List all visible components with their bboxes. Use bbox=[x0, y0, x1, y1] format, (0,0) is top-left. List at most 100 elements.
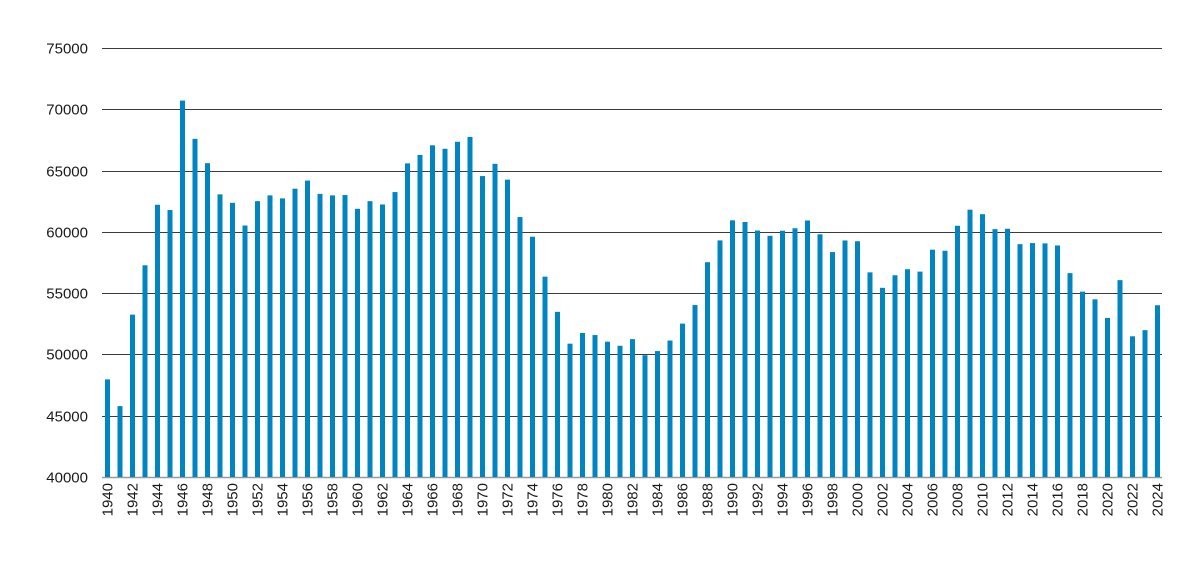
x-tick-label: 1952 bbox=[250, 483, 267, 516]
bar-1962 bbox=[380, 204, 385, 477]
x-tick-label: 2012 bbox=[1000, 483, 1017, 516]
bar-1964 bbox=[405, 163, 410, 477]
bar-1978 bbox=[580, 332, 585, 477]
x-tick-label: 1990 bbox=[725, 483, 742, 516]
bar-1961 bbox=[367, 201, 373, 477]
bar-1969 bbox=[467, 136, 473, 477]
x-tick-label: 1978 bbox=[575, 483, 592, 516]
y-tick-label: 55000 bbox=[46, 286, 88, 303]
x-tick-label: 2006 bbox=[925, 483, 942, 516]
bar-2018 bbox=[1080, 291, 1085, 477]
bar-1984 bbox=[655, 351, 660, 477]
x-tick-label: 1998 bbox=[825, 483, 842, 516]
bar-1968 bbox=[455, 141, 460, 477]
y-axis-ticks: 40000 45000 50000 55000 60000 65000 70000 75000 bbox=[46, 41, 88, 487]
bar-1967 bbox=[442, 148, 448, 477]
bar-2020 bbox=[1105, 317, 1110, 477]
bar-1981 bbox=[617, 345, 623, 477]
y-tick-label: 45000 bbox=[46, 409, 88, 426]
bar-1954 bbox=[280, 198, 285, 478]
bar-1994 bbox=[780, 230, 785, 477]
x-tick-label: 1982 bbox=[625, 483, 642, 516]
bar-1944 bbox=[155, 204, 160, 478]
x-tick-label: 1988 bbox=[700, 483, 717, 516]
bar-1953 bbox=[267, 195, 273, 477]
bar-1946 bbox=[180, 100, 185, 477]
bar-2009 bbox=[967, 209, 973, 477]
x-tick-label: 1966 bbox=[425, 483, 442, 516]
gridlines bbox=[102, 48, 1162, 479]
bar-2014 bbox=[1030, 243, 1035, 477]
bar-2016 bbox=[1055, 245, 1060, 477]
bar-1970 bbox=[480, 176, 485, 477]
bar-1972 bbox=[505, 179, 510, 477]
bar-2024 bbox=[1155, 305, 1160, 477]
bar-1950 bbox=[230, 202, 235, 478]
bar-1995 bbox=[792, 228, 798, 477]
x-tick-label: 1944 bbox=[150, 483, 167, 516]
bar-2008 bbox=[955, 225, 960, 477]
bar-2000 bbox=[855, 241, 860, 477]
bar-1941 bbox=[117, 406, 123, 477]
x-tick-label: 2014 bbox=[1025, 483, 1042, 516]
x-tick-label: 1986 bbox=[675, 483, 692, 516]
bar-1957 bbox=[317, 193, 323, 477]
x-tick-label: 1980 bbox=[600, 483, 617, 516]
bar-2006 bbox=[930, 249, 935, 477]
bar-1998 bbox=[830, 252, 835, 477]
bar-1971 bbox=[492, 163, 498, 477]
bar-2023 bbox=[1142, 330, 1148, 477]
x-tick-label: 1958 bbox=[325, 483, 342, 516]
x-tick-label: 1956 bbox=[300, 483, 317, 516]
bar-1996 bbox=[805, 220, 810, 478]
y-tick-label: 75000 bbox=[46, 41, 88, 58]
y-tick-label: 70000 bbox=[46, 102, 88, 119]
bar-2011 bbox=[992, 229, 998, 477]
x-tick-label: 2004 bbox=[900, 483, 917, 516]
bar-1940 bbox=[105, 379, 110, 477]
x-tick-label: 2000 bbox=[850, 483, 867, 516]
bar-1988 bbox=[705, 262, 710, 477]
bar-2022 bbox=[1130, 336, 1135, 477]
bar-2001 bbox=[867, 272, 873, 477]
bar-1945 bbox=[167, 210, 173, 477]
bar-1948 bbox=[205, 163, 210, 477]
bar-2007 bbox=[942, 250, 948, 477]
bar-1980 bbox=[605, 341, 610, 477]
bar-1989 bbox=[717, 240, 723, 477]
y-tick-label: 65000 bbox=[46, 164, 88, 181]
x-tick-label: 2010 bbox=[975, 483, 992, 516]
x-tick-label: 1992 bbox=[750, 483, 767, 516]
bar-1987 bbox=[692, 305, 698, 477]
x-tick-label: 1974 bbox=[525, 483, 542, 516]
x-tick-label: 1948 bbox=[200, 483, 217, 516]
x-tick-label: 2016 bbox=[1050, 483, 1067, 516]
x-tick-label: 2022 bbox=[1125, 483, 1142, 516]
x-tick-label: 2018 bbox=[1075, 483, 1092, 516]
bar-2002 bbox=[880, 287, 885, 477]
bar-1960 bbox=[355, 208, 360, 477]
x-tick-label: 1960 bbox=[350, 483, 367, 516]
y-tick-label: 60000 bbox=[46, 225, 88, 242]
y-tick-label: 50000 bbox=[46, 347, 88, 364]
x-tick-label: 1940 bbox=[100, 483, 117, 516]
x-tick-label: 1954 bbox=[275, 483, 292, 516]
bar-1991 bbox=[742, 221, 748, 477]
bar-1951 bbox=[242, 225, 248, 477]
x-tick-label: 1942 bbox=[125, 483, 142, 516]
bar-1986 bbox=[680, 323, 685, 477]
bar-1963 bbox=[392, 192, 398, 477]
x-tick-label: 2008 bbox=[950, 483, 967, 516]
bar-1997 bbox=[817, 234, 823, 477]
bar-1990 bbox=[730, 220, 735, 477]
bar-1943 bbox=[142, 265, 148, 477]
x-tick-label: 1996 bbox=[800, 483, 817, 516]
x-tick-label: 1994 bbox=[775, 483, 792, 516]
x-tick-label: 1962 bbox=[375, 483, 392, 516]
bar-1956 bbox=[305, 180, 310, 477]
bar-1992 bbox=[755, 230, 760, 477]
bar-1976 bbox=[555, 311, 560, 477]
bar-1999 bbox=[842, 240, 848, 477]
x-tick-label: 1972 bbox=[500, 483, 517, 516]
